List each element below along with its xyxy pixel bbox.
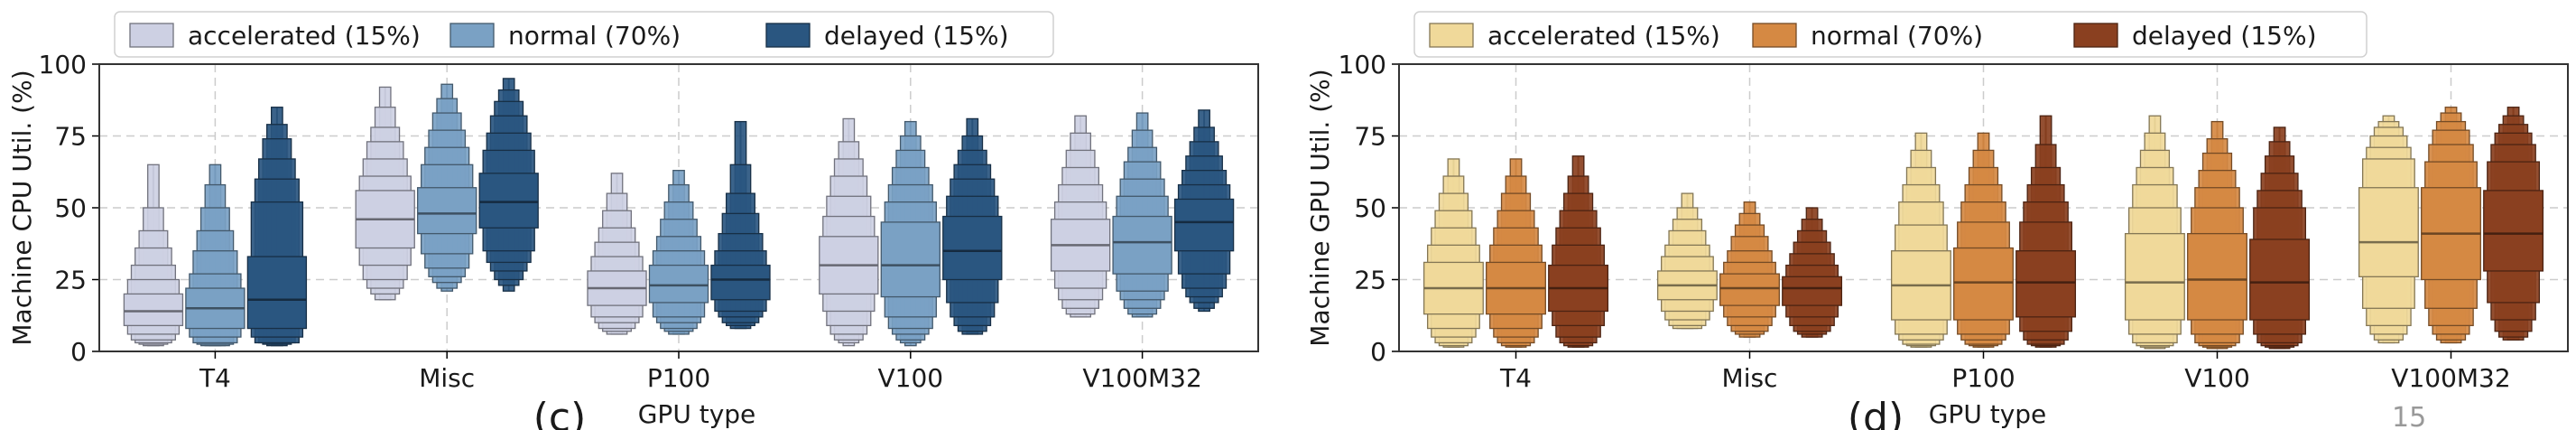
- boxen-level: [710, 264, 771, 301]
- y-tick-label: 100: [39, 50, 87, 79]
- legend-label: accelerated (15%): [1487, 21, 1720, 51]
- boxen-level: [1719, 273, 1780, 306]
- boxen-misc-series-0: [1656, 192, 1718, 330]
- boxen-v100m32-series-0: [2358, 115, 2419, 344]
- page-number: 15: [2392, 402, 2426, 430]
- boxen-level: [1953, 247, 2014, 321]
- boxen-misc-series-1: [1719, 201, 1780, 338]
- y-tick-label: 25: [54, 266, 87, 295]
- boxen-v100-series-0: [819, 117, 879, 347]
- boxen-level: [2187, 232, 2247, 321]
- boxen-misc-series-1: [417, 83, 477, 292]
- boxen-p100-series-1: [1953, 132, 2014, 348]
- y-tick-label: 50: [1354, 193, 1386, 223]
- y-axis-label: Machine GPU Util. (%): [1305, 69, 1335, 346]
- x-tick-label: T4: [1499, 363, 1532, 393]
- boxen-level: [1782, 276, 1843, 306]
- boxen-level: [246, 256, 308, 330]
- boxen-p100-series-1: [648, 170, 709, 335]
- panel-c: 0 25 50 75 100 T4 Misc P100 V100 V100M32 GPU type M…: [7, 11, 1259, 430]
- legend-swatch: [129, 23, 174, 48]
- boxen-level: [1173, 198, 1235, 252]
- legend-swatch: [1752, 23, 1797, 48]
- legend-label: accelerated (15%): [188, 21, 421, 51]
- boxen-level: [942, 215, 1003, 281]
- boxen-level: [1112, 215, 1172, 275]
- boxen-level: [2483, 190, 2544, 272]
- x-tick-label: T4: [199, 363, 231, 393]
- boxen-level: [478, 173, 539, 229]
- boxen-t4-series-0: [1422, 158, 1484, 348]
- x-tick-label: V100: [2184, 363, 2250, 393]
- boxen-level: [2249, 238, 2311, 321]
- boxen-v100m32-series-2: [2483, 107, 2544, 341]
- boxen-p100-series-2: [710, 120, 771, 330]
- boxen-level: [417, 187, 477, 235]
- y-tick-label: 0: [70, 337, 87, 367]
- legend-label: delayed (15%): [2132, 21, 2317, 51]
- boxen-level: [2015, 250, 2077, 318]
- y-axis-label: Machine CPU Util. (%): [7, 70, 37, 345]
- boxen-level: [648, 264, 709, 304]
- boxen-t4-series-2: [246, 107, 308, 347]
- boxen-v100m32-series-1: [1112, 112, 1172, 318]
- x-tick-label: V100: [877, 363, 943, 393]
- boxen-level: [123, 293, 184, 327]
- x-tick-label: V100M32: [1082, 363, 1201, 393]
- boxen-v100m32-series-2: [1173, 109, 1235, 313]
- panel-d: 0 25 50 75 100 T4 Misc P100 V100 V100M32 GPU type M…: [1305, 11, 2569, 430]
- legend-label: normal (70%): [508, 21, 681, 51]
- legend-label: delayed (15%): [824, 21, 1009, 51]
- boxen-misc-series-2: [1782, 207, 1843, 338]
- boxen-v100-series-2: [942, 117, 1003, 335]
- panel-label: (d): [1848, 395, 1904, 430]
- legend-swatch: [765, 23, 811, 48]
- boxen-misc-series-2: [478, 78, 539, 292]
- legend-label: normal (70%): [1811, 21, 1983, 51]
- boxen-v100m32-series-0: [1050, 115, 1111, 318]
- y-tick-label: 100: [1339, 50, 1386, 79]
- boxen-p100-series-0: [1890, 132, 1951, 348]
- x-tick-label: P100: [1951, 363, 2015, 393]
- legend-swatch: [449, 23, 495, 48]
- x-axis-label: GPU type: [638, 399, 756, 429]
- x-axis-label: GPU type: [1929, 399, 2047, 429]
- x-tick-label: Misc: [1722, 363, 1778, 393]
- boxen-t4-series-1: [1486, 158, 1546, 348]
- panel-label: (c): [533, 395, 587, 430]
- y-tick-label: 0: [1370, 337, 1386, 367]
- boxen-p100-series-0: [587, 173, 647, 335]
- boxen-level: [2124, 232, 2185, 321]
- legend: accelerated (15%) normal (70%) delayed (15…: [1413, 11, 2368, 58]
- legend-box: [114, 11, 1054, 58]
- y-tick-label: 75: [1354, 122, 1386, 152]
- boxen-v100-series-1: [2187, 120, 2247, 350]
- legend-swatch: [2073, 23, 2118, 48]
- boxen-misc-series-0: [355, 86, 415, 301]
- boxen-v100-series-0: [2124, 115, 2185, 350]
- boxen-t4-series-0: [123, 164, 184, 347]
- boxen-v100m32-series-1: [2421, 107, 2481, 344]
- y-tick-label: 50: [54, 193, 87, 223]
- boxen-level: [880, 221, 941, 298]
- legend: accelerated (15%) normal (70%) delayed (15…: [114, 11, 1054, 58]
- boxen-t4-series-1: [185, 164, 246, 347]
- boxen-p100-series-2: [2015, 115, 2077, 348]
- boxen-t4-series-2: [1548, 155, 1609, 348]
- x-tick-label: P100: [647, 363, 710, 393]
- x-tick-label: Misc: [419, 363, 475, 393]
- legend-box: [1413, 11, 2368, 58]
- y-tick-label: 25: [1354, 266, 1386, 295]
- boxen-v100-series-1: [880, 120, 941, 347]
- y-tick-label: 75: [54, 122, 87, 152]
- boxen-v100-series-2: [2249, 126, 2311, 350]
- x-tick-label: V100M32: [2391, 363, 2510, 393]
- legend-swatch: [1429, 23, 1474, 48]
- boxen-level: [2358, 187, 2419, 277]
